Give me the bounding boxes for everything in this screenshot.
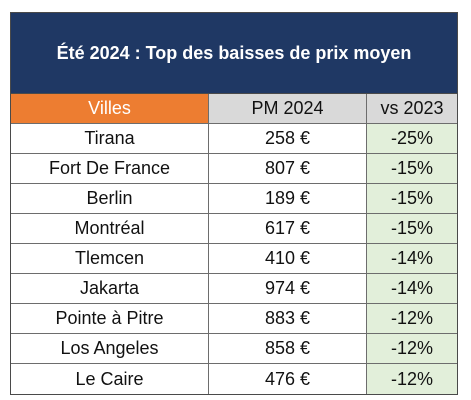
table-title: Été 2024 : Top des baisses de prix moyen [11, 13, 457, 94]
price-cell: 258 € [209, 124, 367, 153]
header-price-2024: PM 2024 [209, 94, 367, 123]
header-row: Villes PM 2024 vs 2023 [11, 94, 457, 124]
city-cell: Fort De France [11, 154, 209, 183]
table-row: Tirana 258 € -25% [11, 124, 457, 154]
table-row: Tlemcen 410 € -14% [11, 244, 457, 274]
change-cell: -15% [367, 184, 457, 213]
price-drop-table: Été 2024 : Top des baisses de prix moyen… [10, 12, 458, 395]
city-cell: Tlemcen [11, 244, 209, 273]
change-cell: -14% [367, 244, 457, 273]
table-row: Le Caire 476 € -12% [11, 364, 457, 394]
city-cell: Pointe à Pitre [11, 304, 209, 333]
city-cell: Jakarta [11, 274, 209, 303]
price-cell: 883 € [209, 304, 367, 333]
table-row: Pointe à Pitre 883 € -12% [11, 304, 457, 334]
city-cell: Le Caire [11, 364, 209, 394]
change-cell: -15% [367, 154, 457, 183]
change-cell: -14% [367, 274, 457, 303]
table-row: Berlin 189 € -15% [11, 184, 457, 214]
table-row: Montréal 617 € -15% [11, 214, 457, 244]
header-cities: Villes [11, 94, 209, 123]
price-cell: 858 € [209, 334, 367, 363]
table-row: Jakarta 974 € -14% [11, 274, 457, 304]
change-cell: -25% [367, 124, 457, 153]
city-cell: Berlin [11, 184, 209, 213]
price-cell: 410 € [209, 244, 367, 273]
header-vs-2023: vs 2023 [367, 94, 457, 123]
price-cell: 807 € [209, 154, 367, 183]
change-cell: -12% [367, 364, 457, 394]
change-cell: -12% [367, 334, 457, 363]
price-cell: 617 € [209, 214, 367, 243]
price-cell: 974 € [209, 274, 367, 303]
city-cell: Montréal [11, 214, 209, 243]
city-cell: Los Angeles [11, 334, 209, 363]
change-cell: -15% [367, 214, 457, 243]
table-row: Fort De France 807 € -15% [11, 154, 457, 184]
price-cell: 189 € [209, 184, 367, 213]
price-cell: 476 € [209, 364, 367, 394]
table-row: Los Angeles 858 € -12% [11, 334, 457, 364]
city-cell: Tirana [11, 124, 209, 153]
change-cell: -12% [367, 304, 457, 333]
